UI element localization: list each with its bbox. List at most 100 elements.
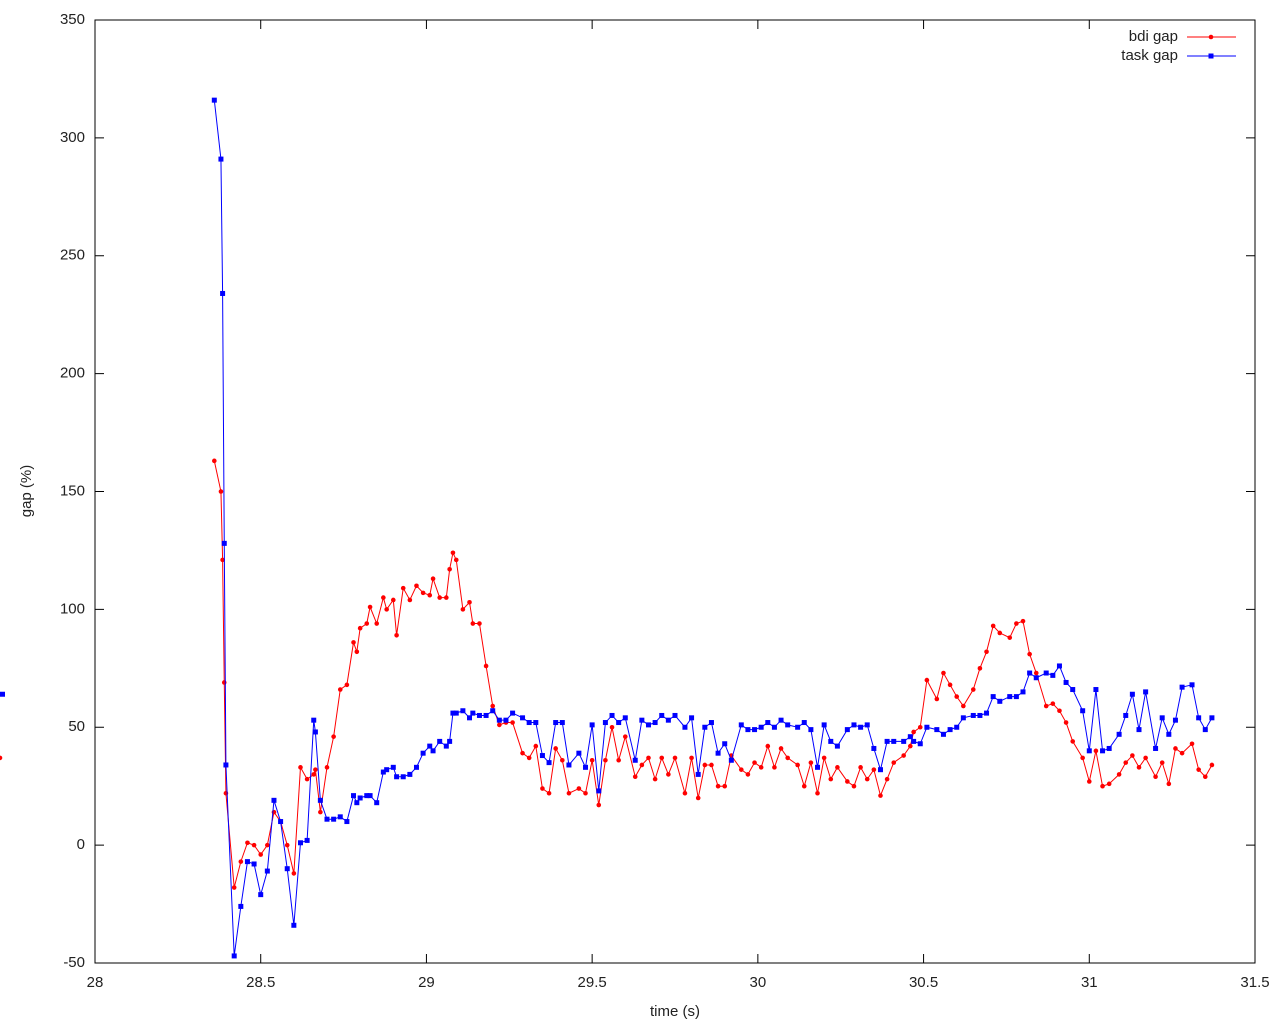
marker xyxy=(960,715,966,721)
marker xyxy=(934,696,940,702)
y-tick-label: 150 xyxy=(60,482,85,499)
marker xyxy=(447,566,452,572)
marker xyxy=(245,840,250,846)
marker xyxy=(583,790,588,796)
marker xyxy=(602,720,608,726)
marker xyxy=(437,738,443,744)
marker xyxy=(941,670,946,676)
marker xyxy=(1106,745,1112,751)
marker xyxy=(414,583,419,589)
marker xyxy=(1080,708,1086,714)
marker xyxy=(715,783,721,789)
marker xyxy=(490,703,496,709)
marker xyxy=(1179,684,1185,690)
marker xyxy=(666,772,671,777)
marker xyxy=(1086,779,1092,784)
legend-label: task gap xyxy=(1121,47,1178,64)
marker xyxy=(337,814,343,820)
marker xyxy=(223,762,229,768)
marker xyxy=(221,680,227,685)
marker xyxy=(1129,691,1135,697)
marker xyxy=(380,769,386,775)
marker xyxy=(520,750,525,756)
marker xyxy=(891,738,897,744)
x-tick-label: 30 xyxy=(750,974,767,991)
marker xyxy=(1093,748,1099,754)
marker xyxy=(1100,783,1105,789)
marker xyxy=(476,712,482,718)
marker xyxy=(801,720,807,726)
marker xyxy=(1136,765,1142,770)
marker xyxy=(394,633,399,638)
marker xyxy=(901,753,906,758)
marker xyxy=(384,767,390,773)
marker xyxy=(284,866,290,872)
marker xyxy=(1020,618,1026,624)
marker xyxy=(1209,715,1215,721)
marker xyxy=(884,738,890,744)
marker xyxy=(778,746,784,751)
marker xyxy=(589,757,595,763)
marker xyxy=(317,797,323,803)
marker xyxy=(622,734,628,739)
marker xyxy=(722,783,728,789)
marker xyxy=(1093,687,1099,693)
legend-label: bdi gap xyxy=(1129,28,1178,45)
marker xyxy=(460,708,466,714)
marker xyxy=(304,837,310,843)
marker xyxy=(1202,727,1208,733)
x-tick-label: 28 xyxy=(87,974,104,991)
marker xyxy=(871,767,877,772)
marker xyxy=(483,712,489,718)
y-tick-label: 200 xyxy=(60,365,85,382)
marker xyxy=(576,786,582,791)
marker xyxy=(291,922,297,928)
marker xyxy=(437,595,442,600)
marker xyxy=(407,771,413,777)
marker xyxy=(297,840,303,846)
marker xyxy=(553,720,559,726)
marker xyxy=(324,816,330,822)
marker xyxy=(632,774,638,780)
marker xyxy=(374,621,380,626)
marker xyxy=(639,717,645,723)
marker xyxy=(659,712,665,718)
marker xyxy=(702,724,708,730)
marker xyxy=(884,776,890,782)
marker xyxy=(351,640,356,645)
marker xyxy=(470,710,476,716)
marker xyxy=(851,722,857,728)
marker xyxy=(1027,651,1032,657)
marker xyxy=(381,595,386,600)
marker xyxy=(218,489,224,494)
marker xyxy=(1056,663,1062,669)
marker xyxy=(1116,772,1122,777)
marker xyxy=(444,595,449,600)
marker xyxy=(808,760,814,765)
marker xyxy=(510,710,516,716)
marker xyxy=(1130,753,1135,758)
marker xyxy=(1100,748,1106,754)
marker xyxy=(1063,720,1069,725)
marker xyxy=(427,592,433,598)
marker xyxy=(1166,731,1172,737)
marker xyxy=(1050,672,1056,678)
marker xyxy=(1179,750,1185,756)
marker xyxy=(689,715,695,721)
marker xyxy=(622,715,628,721)
marker xyxy=(364,793,370,799)
marker xyxy=(367,604,373,610)
marker xyxy=(447,738,453,744)
marker xyxy=(450,550,456,556)
marker xyxy=(221,540,227,546)
marker xyxy=(430,748,436,754)
marker xyxy=(311,717,317,723)
marker xyxy=(1153,774,1158,780)
marker xyxy=(324,765,330,770)
marker xyxy=(954,724,960,730)
marker xyxy=(1043,670,1049,676)
marker xyxy=(390,764,396,770)
marker xyxy=(443,743,449,749)
marker xyxy=(997,698,1003,704)
marker xyxy=(639,762,645,768)
